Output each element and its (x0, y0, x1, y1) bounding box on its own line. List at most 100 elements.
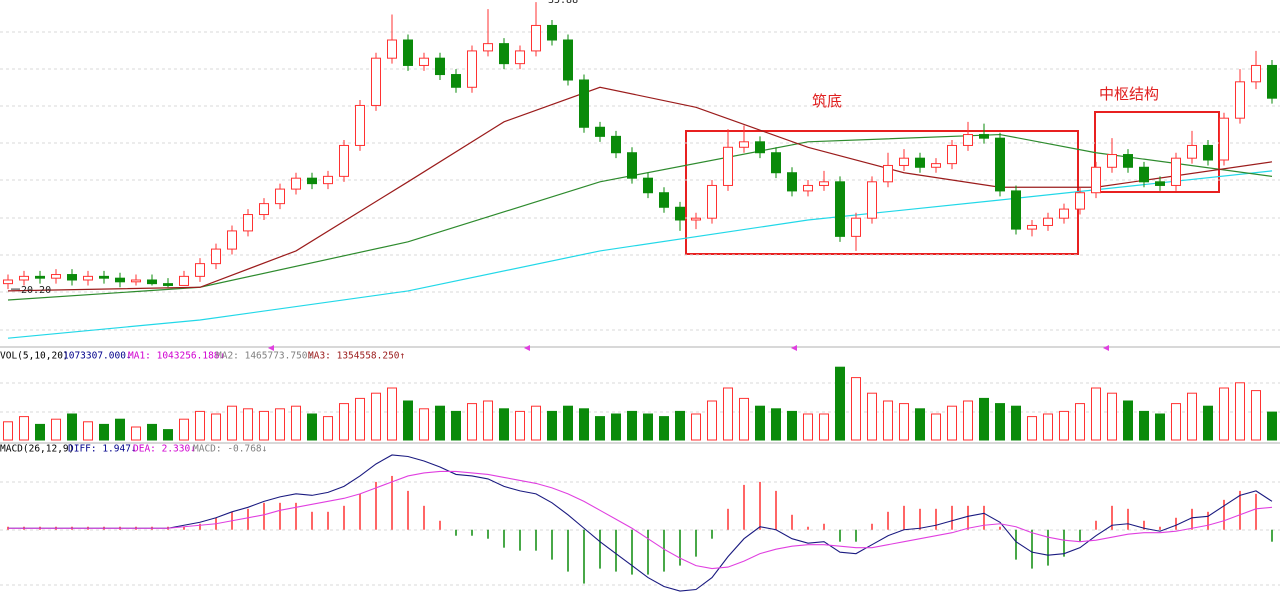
marker (524, 345, 530, 351)
macd-header: DEA: 2.330↓ (133, 444, 196, 455)
volume-bar (83, 421, 93, 441)
volume-bar (899, 403, 909, 441)
volume-bar (659, 416, 669, 441)
candle-body (963, 134, 973, 146)
annotation: 筑底 (812, 92, 842, 110)
candle-body (323, 175, 333, 185)
candle-body (803, 184, 813, 192)
volume-bar (707, 400, 717, 441)
candle-body (115, 277, 125, 283)
candle-body (867, 181, 877, 219)
candle-body (723, 146, 733, 186)
candle-body (851, 217, 861, 237)
candle-body (707, 184, 717, 219)
candle-body (403, 39, 413, 66)
candle-body (19, 275, 29, 281)
candle-body (1011, 190, 1021, 230)
volume-bar (163, 429, 173, 441)
candle-body (179, 275, 189, 286)
volume-bar (323, 416, 333, 441)
candle-body (371, 57, 381, 106)
volume-bar (803, 413, 813, 441)
candle-body (643, 177, 653, 194)
volume-bar (787, 410, 797, 441)
volume-bar (723, 387, 733, 441)
candle-body (1027, 224, 1037, 230)
volume-bar (1171, 403, 1181, 441)
volume-header: 1073307.000↓ (63, 351, 132, 362)
candle-body (835, 181, 845, 237)
volume-bar (3, 421, 13, 441)
macd-header: DIFF: 1.947↓ (68, 444, 137, 455)
volume-bar (867, 392, 877, 441)
candle-body (51, 274, 61, 279)
volume-bar (771, 408, 781, 441)
candle-body (131, 279, 141, 283)
candle-body (531, 24, 541, 52)
candle-body (979, 134, 989, 139)
candle-body (307, 177, 317, 185)
candle-body (1235, 81, 1245, 119)
volume-bar (259, 410, 269, 441)
volume-bar (1155, 413, 1165, 441)
candle-body (1123, 154, 1133, 168)
candle-body (771, 152, 781, 174)
volume-bar (1011, 405, 1021, 441)
volume-bar (595, 416, 605, 441)
volume-bar (339, 403, 349, 441)
candle-body (227, 230, 237, 250)
volume-bar (147, 423, 157, 441)
volume-header: MA2: 1465773.750↓ (216, 351, 313, 362)
volume-bar (499, 408, 509, 441)
candle-body (1251, 64, 1261, 83)
candle-body (995, 137, 1005, 192)
volume-bar (627, 410, 637, 441)
volume-bar (1251, 390, 1261, 441)
volume-header: VOL(5,10,20) (0, 351, 69, 362)
volume-bar (435, 405, 445, 441)
candle-body (579, 79, 589, 128)
volume-bar (179, 418, 189, 441)
candle-body (275, 188, 285, 205)
candle-body (755, 141, 765, 154)
candle-body (547, 24, 557, 41)
candle-body (787, 172, 797, 192)
volume-bar (131, 426, 141, 441)
candle-body (451, 74, 461, 88)
volume-bar (227, 405, 237, 441)
candle-body (931, 163, 941, 168)
volume-bar (355, 397, 365, 441)
volume-bar (483, 400, 493, 441)
volume-bar (755, 405, 765, 441)
candle-body (419, 57, 429, 66)
candle-body (83, 275, 93, 281)
volume-bar (99, 423, 109, 441)
volume-bar (403, 400, 413, 441)
volume-bar (467, 403, 477, 441)
candle-body (3, 279, 13, 285)
macd-header: MACD: -0.768↓ (193, 444, 267, 455)
volume-bar (35, 423, 45, 441)
candle-body (1059, 208, 1069, 219)
volume-bar (451, 410, 461, 441)
volume-bar (291, 405, 301, 441)
candle-body (259, 203, 269, 216)
volume-bar (1123, 400, 1133, 441)
volume-bar (691, 413, 701, 441)
volume-bar (739, 397, 749, 441)
marker (268, 345, 274, 351)
candle-body (1187, 144, 1197, 159)
candle-body (467, 50, 477, 88)
volume-bar (1203, 405, 1213, 441)
candle-body (243, 214, 253, 232)
high-label: 35.88 (548, 0, 578, 6)
volume-bar (1139, 410, 1149, 441)
candle-body (211, 248, 221, 265)
candle-body (595, 126, 605, 137)
volume-bar (307, 413, 317, 441)
candle-body (611, 135, 621, 154)
volume-bar (1059, 410, 1069, 441)
